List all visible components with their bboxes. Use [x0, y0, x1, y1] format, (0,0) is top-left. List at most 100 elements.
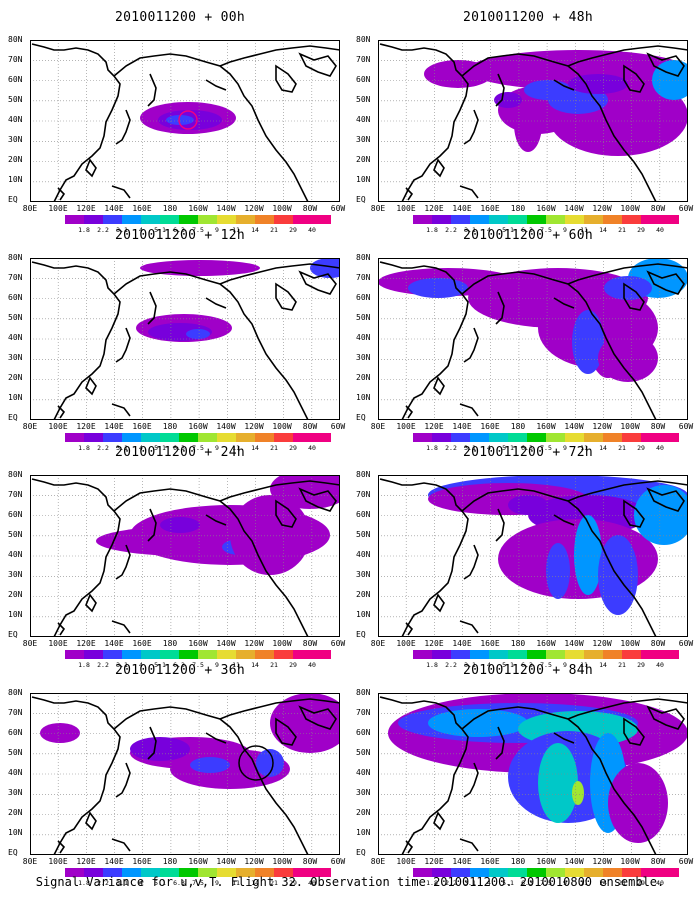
latitude-label: 70N [8, 708, 23, 717]
variance-map [378, 40, 688, 202]
colorbar-swatch [565, 433, 584, 442]
latitude-label: 50N [356, 530, 371, 539]
colorbar-label: 2.2 [97, 444, 109, 452]
map-panel: 2010011200 + 60h 80N 70N 60N 50N 40N 30N 20N 10N… [356, 228, 698, 452]
panel-title: 2010011200 + 48h [462, 10, 594, 25]
colorbar-label: 9 [215, 444, 219, 452]
colorbar-label: 2.2 [97, 226, 109, 234]
colorbar-swatch [489, 650, 508, 659]
colorbar-swatch [217, 433, 236, 442]
longitude-label: 160W [536, 639, 556, 648]
variance-map [30, 693, 340, 855]
colorbar-swatch [179, 215, 198, 224]
colorbar-swatch [198, 215, 217, 224]
map-panel: 2010011200 + 24h 80N 70N 60N 50N 40N 30N 20N 10N… [8, 445, 350, 669]
colorbar-swatch [413, 650, 432, 659]
colorbar-label: 21 [270, 226, 278, 234]
longitude-label: 100W [272, 422, 292, 431]
longitude-label: 120E [76, 422, 96, 431]
longitude-label: 100E [396, 639, 416, 648]
colorbar-label: 3.1 [464, 444, 476, 452]
colorbar-label: 9 [563, 444, 567, 452]
panel-title: 2010011200 + 36h [114, 663, 246, 678]
longitude-label: 120E [424, 639, 444, 648]
colorbar-label: 6.3 [173, 661, 185, 669]
colorbar-label: 1.8 [78, 879, 90, 887]
longitude-label: 100W [272, 857, 292, 866]
longitude-label: 140W [564, 204, 584, 213]
panel-title: 2010011200 + 60h [462, 228, 594, 243]
colorbar-swatch [565, 215, 584, 224]
map-panel: 2010011200 + 00h 80N 70N 60N 50N 40N 30N 20N 10N… [8, 10, 350, 234]
colorbar-label: 5.1 [502, 661, 514, 669]
latitude-label: 40N [356, 550, 371, 559]
latitude-label: EQ [8, 413, 18, 422]
longitude-label: 160W [188, 857, 208, 866]
colorbar-label: 1.8 [426, 661, 438, 669]
colorbar-label: 29 [637, 661, 645, 669]
colorbar-label: 29 [289, 226, 297, 234]
colorbar-label: 7.5 [192, 661, 204, 669]
latitude-label: EQ [356, 848, 366, 857]
panel-title: 2010011200 + 84h [462, 663, 594, 678]
latitude-label: 50N [8, 313, 23, 322]
colorbar-label: 3.1 [464, 661, 476, 669]
colorbar-swatch [622, 215, 641, 224]
colorbar-label: 9 [215, 661, 219, 669]
colorbar-swatch [236, 650, 255, 659]
latitude-label: 80N [356, 688, 371, 697]
colorbar [413, 650, 679, 659]
colorbar-swatch [293, 215, 312, 224]
longitude-label: 160E [480, 204, 500, 213]
colorbar-swatch [432, 433, 451, 442]
longitude-label: 100E [396, 204, 416, 213]
longitude-label: 180 [162, 204, 178, 213]
colorbar-label: 5.1 [154, 879, 166, 887]
colorbar-label: 40 [308, 444, 316, 452]
colorbar-label: 4 [487, 444, 491, 452]
latitude-label: 10N [356, 610, 371, 619]
colorbar-swatch [160, 868, 179, 877]
colorbar-label: 3.1 [116, 226, 128, 234]
colorbar-label: 2.2 [445, 879, 457, 887]
longitude-label: 100E [396, 422, 416, 431]
latitude-label: 60N [356, 510, 371, 519]
colorbar-label: 11 [232, 879, 240, 887]
longitude-label: 120E [424, 422, 444, 431]
colorbar-label: 21 [618, 444, 626, 452]
variance-map [30, 475, 340, 637]
colorbar-swatch [451, 433, 470, 442]
variance-map [378, 475, 688, 637]
colorbar-swatch [293, 433, 312, 442]
colorbar-swatch [103, 650, 122, 659]
colorbar [65, 215, 331, 224]
longitude-label: 80W [650, 639, 666, 648]
latitude-label: 60N [356, 293, 371, 302]
colorbar-swatch [546, 433, 565, 442]
longitude-label: 60W [330, 639, 346, 648]
longitude-label: 100W [620, 204, 640, 213]
colorbar-label: 2.2 [97, 661, 109, 669]
colorbar-swatch [103, 433, 122, 442]
colorbar-swatch [160, 215, 179, 224]
colorbar-swatch [65, 650, 84, 659]
longitude-label: 80E [370, 857, 386, 866]
map-panel: 2010011200 + 12h 80N 70N 60N 50N 40N 30N 20N 10N… [8, 228, 350, 452]
colorbar-label: 21 [270, 879, 278, 887]
colorbar-label: 14 [251, 879, 259, 887]
longitude-label: 180 [162, 422, 178, 431]
longitude-label: 80W [302, 422, 318, 431]
colorbar-swatch [432, 650, 451, 659]
colorbar-swatch [65, 215, 84, 224]
longitude-label: 160E [132, 204, 152, 213]
longitude-label: 140E [104, 204, 124, 213]
colorbar-label: 9 [563, 879, 567, 887]
longitude-label: 100W [620, 422, 640, 431]
colorbar-swatch [84, 868, 103, 877]
colorbar-swatch [641, 433, 660, 442]
colorbar-label: 4 [487, 226, 491, 234]
latitude-label: 60N [356, 728, 371, 737]
colorbar-swatch [660, 433, 679, 442]
longitude-label: 160E [480, 857, 500, 866]
latitude-label: 40N [356, 115, 371, 124]
